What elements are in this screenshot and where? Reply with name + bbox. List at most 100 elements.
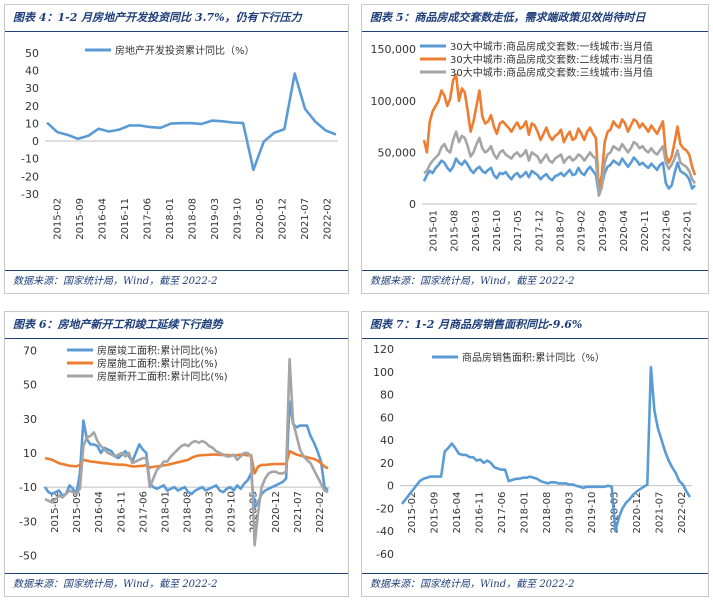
x-tick-label: 2015-08 bbox=[450, 210, 461, 252]
x-tick-label: 2015-02 bbox=[50, 491, 61, 533]
x-tick-label: 2018-08 bbox=[542, 492, 553, 534]
panel-title: 图表 4：1-2 月房地产开发投资同比 3.7%，仍有下行压力 bbox=[13, 11, 302, 24]
title-rule bbox=[362, 338, 708, 339]
series-line bbox=[43, 400, 329, 509]
legend-label: 房屋竣工面积:累计同比(%) bbox=[97, 344, 218, 357]
x-tick-label: 2020-12 bbox=[632, 492, 643, 534]
legend-label: 房屋施工面积:累计同比(%) bbox=[97, 357, 218, 370]
series-line bbox=[422, 73, 697, 191]
panel-source: 数据来源：国家统计局，Wind，截至 2022-2 bbox=[370, 579, 575, 590]
x-tick-label: 2016-03 bbox=[471, 210, 482, 252]
series-line bbox=[44, 357, 329, 547]
y-tick-label: 20 bbox=[380, 457, 394, 470]
x-tick-label: 2020-12 bbox=[278, 198, 289, 240]
x-tick-label: 2018-08 bbox=[188, 198, 199, 240]
x-tick-label: 2018-07 bbox=[556, 210, 567, 252]
y-tick-label: 150,000 bbox=[371, 43, 417, 56]
x-tick-label: 2018-01 bbox=[520, 492, 531, 534]
y-tick-label: -40 bbox=[376, 525, 394, 538]
x-tick-label: 2016-11 bbox=[120, 198, 131, 240]
panel-chart-7: 图表 7：1-2 月商品房销售面积同比-9.6% -60 -40 -20 0 20 40 6… bbox=[361, 311, 709, 597]
y-tick-label: 0 bbox=[409, 198, 416, 211]
y-tick-label: 100,000 bbox=[371, 95, 417, 108]
source-rule bbox=[5, 573, 348, 574]
y-tick-label: 50 bbox=[23, 379, 37, 392]
y-tick-label: 40 bbox=[25, 64, 39, 77]
series-line bbox=[46, 72, 337, 172]
x-tick-label: 2021-07 bbox=[300, 198, 311, 240]
x-tick-label: 2022-01 bbox=[682, 210, 693, 252]
x-tick-label: 2017-05 bbox=[513, 210, 524, 252]
y-tick-label: 0 bbox=[32, 135, 39, 148]
x-tick-label: 2019-03 bbox=[205, 491, 216, 533]
x-tick-label: 2017-06 bbox=[138, 491, 149, 533]
x-tick-label: 2020-04 bbox=[619, 210, 630, 252]
panel-source: 数据来源：国家统计局，Wind，截至 2022-2 bbox=[370, 276, 575, 287]
source-rule bbox=[362, 573, 708, 574]
x-tick-label: 2015-09 bbox=[430, 492, 441, 534]
source-rule bbox=[362, 270, 708, 271]
y-tick-label: 50,000 bbox=[378, 146, 417, 159]
legend-label: 商品房销售面积:累计同比（%） bbox=[462, 351, 605, 364]
x-tick-label: 2017-06 bbox=[142, 198, 153, 240]
legend-label: 房屋新开工面积:累计同比(%) bbox=[97, 370, 228, 383]
x-tick-label: 2015-01 bbox=[429, 210, 440, 252]
x-tick-label: 2017-12 bbox=[534, 210, 545, 252]
x-tick-label: 2015-09 bbox=[72, 491, 83, 533]
legend-label: 30大中城市:商品房成交套数:三线城市:当月值 bbox=[450, 66, 653, 79]
x-tick-label: 2017-06 bbox=[497, 492, 508, 534]
chart-7: -60 -40 -20 0 20 40 60 80 100 120 2015-02 2015-09 20… bbox=[373, 343, 692, 561]
y-tick-label: 0 bbox=[387, 480, 394, 493]
chart-5: 0 50,000 100,000 150,000 2015-01 2015-08 2016-… bbox=[371, 40, 697, 252]
x-tick-label: 2015-02 bbox=[52, 198, 63, 240]
y-tick-label: -10 bbox=[19, 481, 37, 494]
panel-title: 图表 7：1-2 月商品房销售面积同比-9.6% bbox=[370, 318, 583, 331]
x-tick-label: 2022-02 bbox=[315, 491, 326, 533]
x-tick-label: 2019-10 bbox=[233, 198, 244, 240]
y-tick-label: 10 bbox=[25, 117, 39, 130]
y-tick-label: 40 bbox=[380, 434, 394, 447]
title-rule bbox=[5, 338, 348, 339]
x-tick-label: 2015-02 bbox=[407, 492, 418, 534]
x-tick-label: 2019-10 bbox=[227, 491, 238, 533]
x-tick-label: 2019-03 bbox=[210, 198, 221, 240]
y-tick-label: 70 bbox=[23, 344, 37, 357]
y-tick-label: 10 bbox=[23, 447, 37, 460]
y-tick-label: -30 bbox=[19, 515, 37, 528]
x-tick-label: 2016-11 bbox=[475, 492, 486, 534]
x-tick-label: 2019-02 bbox=[577, 210, 588, 252]
y-tick-label: 120 bbox=[373, 343, 394, 356]
y-tick-label: 30 bbox=[23, 413, 37, 426]
legend-label: 30大中城市:商品房成交套数:一线城市:当月值 bbox=[450, 40, 653, 53]
x-tick-label: 2016-04 bbox=[452, 492, 463, 534]
x-tick-label: 2018-08 bbox=[183, 491, 194, 533]
x-tick-label: 2019-03 bbox=[564, 492, 575, 534]
y-tick-label: -20 bbox=[376, 502, 394, 515]
x-tick-label: 2018-01 bbox=[165, 198, 176, 240]
x-tick-label: 2022-02 bbox=[323, 198, 334, 240]
chart-6: -50 -30 -10 10 30 50 70 2015-02 2015-09 2016-04 20… bbox=[19, 344, 330, 562]
y-tick-label: 20 bbox=[25, 100, 39, 113]
x-tick-label: 2021-07 bbox=[293, 491, 304, 533]
x-tick-label: 2022-02 bbox=[677, 492, 688, 534]
y-tick-label: 60 bbox=[380, 411, 394, 424]
panel-source: 数据来源：国家统计局，Wind，截至 2022-2 bbox=[13, 579, 218, 590]
panel-title: 图表 6：房地产新开工和竣工延续下行趋势 bbox=[13, 318, 223, 331]
x-tick-label: 2021-06 bbox=[661, 210, 672, 252]
x-tick-label: 2019-10 bbox=[587, 492, 598, 534]
panel-chart-5: 图表 5：商品房成交套数走低，需求端政策见效尚待时日 0 50,000 100,00… bbox=[361, 4, 709, 294]
panel-source: 数据来源：国家统计局，Wind，截至 2022-2 bbox=[13, 276, 218, 287]
panel-title: 图表 5：商品房成交套数走低，需求端政策见效尚待时日 bbox=[370, 11, 646, 24]
legend-label: 30大中城市:商品房成交套数:二线城市:当月值 bbox=[450, 53, 653, 66]
panel-chart-6: 图表 6：房地产新开工和竣工延续下行趋势 -50 -30 -10 10 30 50 70 20… bbox=[4, 311, 349, 597]
x-tick-label: 2015-09 bbox=[75, 198, 86, 240]
x-tick-label: 2020-11 bbox=[640, 210, 651, 252]
y-tick-label: -60 bbox=[376, 548, 394, 561]
title-rule bbox=[5, 31, 348, 32]
y-tick-label: -20 bbox=[21, 170, 39, 183]
x-tick-label: 2016-04 bbox=[97, 198, 108, 240]
series-line bbox=[400, 365, 692, 533]
x-tick-label: 2020-05 bbox=[255, 198, 266, 240]
chart-4: -30 -20 -10 0 10 20 30 40 50 2015-02 2015-09 2016-0… bbox=[21, 44, 338, 240]
series-line bbox=[423, 130, 697, 197]
